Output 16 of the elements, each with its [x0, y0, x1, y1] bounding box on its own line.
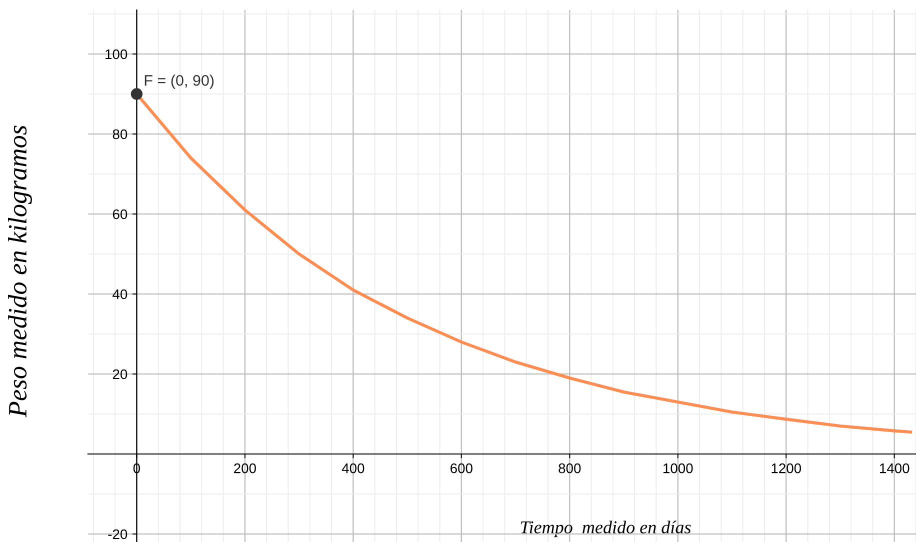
y-tick-label: 20	[112, 369, 128, 380]
x-tick-label: 800	[558, 463, 581, 474]
x-tick-label: 400	[342, 463, 364, 474]
annotation: F = (0, 90)	[144, 74, 214, 89]
y-axis-title: Peso medido en kilogramos	[8, 126, 32, 418]
x-tick-label: 600	[450, 463, 472, 474]
y-tick-label: 80	[112, 129, 128, 140]
y-tick-label: 60	[112, 209, 128, 220]
x-tick-label: 1400	[880, 463, 910, 474]
x-tick-label: 1000	[663, 463, 693, 474]
y-tick-label: 100	[106, 49, 128, 60]
x-tick-label: 1200	[772, 463, 802, 474]
x-axis-title: Tiempo medido en días	[520, 520, 691, 538]
x-tick-label: 200	[234, 463, 256, 474]
y-tick-label: -20	[108, 529, 128, 540]
y-tick-label: 40	[112, 289, 128, 300]
